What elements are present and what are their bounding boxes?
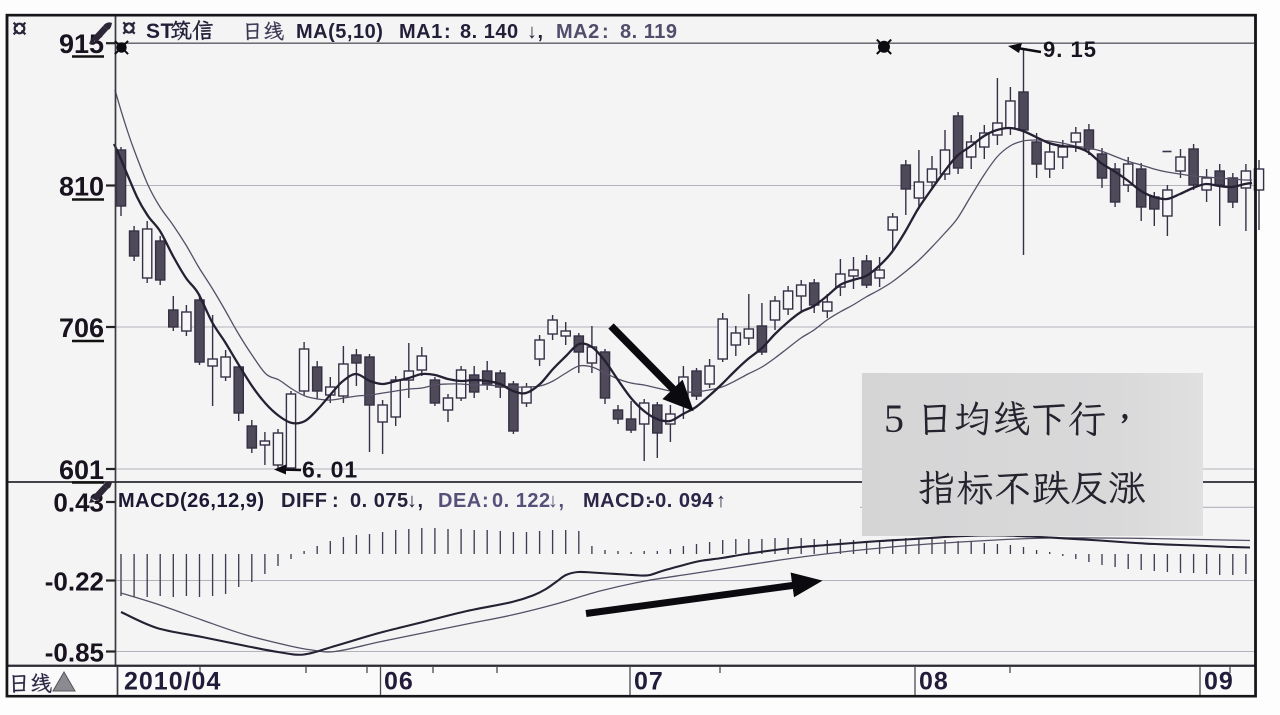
svg-text:MA1: MA1 — [399, 21, 443, 43]
svg-text:9. 15: 9. 15 — [1043, 37, 1097, 62]
svg-text:DEA: DEA — [438, 490, 482, 512]
svg-text:2010/04: 2010/04 — [124, 668, 221, 696]
svg-text:07: 07 — [634, 668, 664, 696]
svg-text:-0.22: -0.22 — [45, 567, 104, 597]
svg-text:ST: ST — [146, 20, 174, 43]
svg-text:↓,: ↓, — [407, 490, 424, 512]
svg-text:-0.85: -0.85 — [45, 638, 104, 668]
svg-text:09: 09 — [1204, 668, 1234, 696]
svg-text::: : — [482, 490, 489, 512]
svg-text:810: 810 — [59, 172, 104, 202]
svg-text:06: 06 — [384, 668, 414, 696]
svg-text::: : — [602, 21, 609, 43]
svg-text:08: 08 — [919, 668, 949, 696]
svg-text:MA(5,10): MA(5,10) — [296, 21, 383, 43]
svg-text:8. 140: 8. 140 — [460, 21, 519, 43]
svg-text:601: 601 — [59, 455, 104, 485]
svg-text::: : — [332, 490, 339, 512]
svg-text:0.43: 0.43 — [53, 488, 104, 518]
svg-text::: : — [444, 21, 451, 43]
svg-text:8. 119: 8. 119 — [620, 21, 678, 43]
svg-text:MACD(26,12,9): MACD(26,12,9) — [118, 490, 265, 512]
svg-text:0. 122: 0. 122 — [492, 490, 551, 512]
svg-text:MA2: MA2 — [556, 21, 600, 43]
svg-text:↓,: ↓, — [527, 21, 544, 43]
svg-text:↓,: ↓, — [548, 490, 565, 512]
svg-text:5: 5 — [884, 396, 904, 441]
svg-text:6. 01: 6. 01 — [302, 457, 358, 483]
svg-text:↑: ↑ — [716, 490, 727, 512]
svg-text:DIFF: DIFF — [281, 490, 327, 512]
svg-text:-0. 094: -0. 094 — [648, 490, 714, 512]
svg-text:MACD: MACD — [583, 490, 645, 512]
svg-text:0. 075: 0. 075 — [350, 490, 409, 512]
svg-text::: : — [645, 490, 652, 512]
svg-text:706: 706 — [59, 313, 104, 343]
